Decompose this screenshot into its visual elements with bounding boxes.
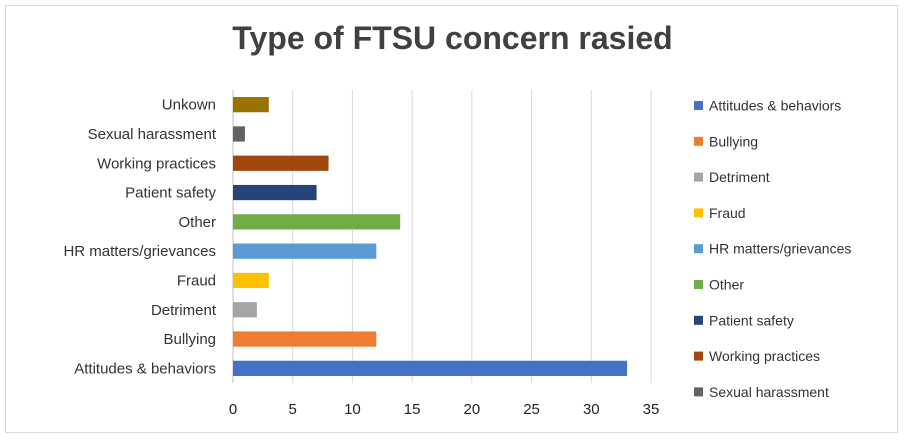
category-label: Bullying	[163, 331, 216, 348]
legend-item-label: Attitudes & behaviors	[709, 98, 841, 114]
category-label: Unkown	[162, 97, 216, 114]
legend-item-label: Patient safety	[709, 312, 794, 328]
legend-swatch	[694, 280, 703, 289]
legend-item-label: Working practices	[709, 348, 820, 364]
category-label: Patient safety	[125, 185, 216, 202]
category-label: Working practices	[97, 155, 216, 172]
legend-swatch	[694, 244, 703, 254]
legend-swatch	[694, 172, 703, 182]
legend-item-label: Other	[709, 277, 744, 293]
bar-hr-matters-grievances	[233, 243, 377, 259]
chart-title: Type of FTSU concern rasied	[232, 20, 673, 56]
x-tick-label: 15	[404, 401, 421, 418]
legend-swatch	[694, 208, 703, 218]
category-label: Fraud	[177, 272, 216, 289]
bar-patient-safety	[233, 184, 317, 201]
x-tick-label: 20	[464, 401, 481, 418]
bar-attitudes-behaviors	[233, 360, 628, 376]
bar-detriment	[233, 302, 257, 318]
legend-item-label: Detriment	[709, 169, 770, 185]
legend-swatch	[694, 351, 703, 361]
legend-item-label: Fraud	[709, 205, 746, 221]
bar-bullying	[233, 331, 377, 347]
x-tick-label: 10	[344, 401, 361, 418]
x-tick-label: 25	[523, 401, 540, 418]
bar-working-practices	[233, 155, 329, 171]
category-label: Detriment	[151, 302, 217, 319]
category-label: Attitudes & behaviors	[74, 360, 216, 377]
x-tick-label: 35	[643, 401, 660, 418]
category-label: HR matters/grievances	[63, 243, 216, 260]
legend-item-label: Bullying	[709, 133, 758, 149]
legend-swatch	[694, 101, 703, 110]
x-tick-label: 0	[229, 401, 237, 418]
x-tick-label: 30	[583, 401, 600, 418]
legend-item-label: Sexual harassment	[709, 384, 829, 400]
category-label: Other	[178, 214, 216, 231]
x-tick-label: 5	[289, 401, 297, 418]
legend-swatch	[694, 387, 703, 397]
bar-unkown	[233, 97, 269, 113]
bar-other	[233, 214, 401, 230]
category-label: Sexual harassment	[88, 126, 217, 143]
legend-swatch	[694, 136, 703, 146]
legend-item-label: HR matters/grievances	[709, 241, 851, 257]
bar-fraud	[233, 272, 269, 289]
bar-sexual-harassment	[233, 126, 245, 142]
legend-swatch	[694, 315, 703, 325]
